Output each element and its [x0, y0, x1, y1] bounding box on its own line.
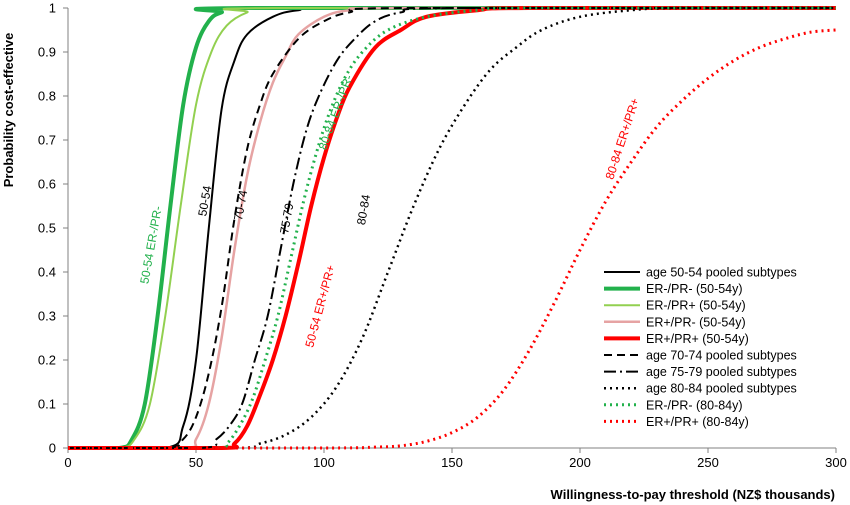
x-tick-label: 200: [569, 455, 591, 470]
annotation-label: 80-84 ER+/PR+: [603, 96, 642, 181]
y-tick-label: 0.5: [38, 221, 56, 236]
series-line-er-pr-50-54y: [68, 6, 836, 449]
annotation-label: 50-54 ER-/PR-: [137, 205, 164, 285]
y-tick-label: 0: [49, 441, 56, 456]
x-tick-label: 250: [697, 455, 719, 470]
x-tick-label: 0: [64, 455, 71, 470]
series-layer: [68, 5, 837, 451]
x-tick-label: 300: [825, 455, 847, 470]
x-axis-title: Willingness-to-pay threshold (NZ$ thousa…: [551, 487, 835, 502]
y-tick-label: 0.4: [38, 265, 56, 280]
legend-label: ER-/PR- (50-54y): [646, 282, 743, 296]
x-tick-label: 100: [313, 455, 335, 470]
legend: age 50-54 pooled subtypes ER-/PR- (50-54y…: [604, 266, 797, 429]
legend-label: age 75-79 pooled subtypes: [646, 365, 797, 379]
legend-label: ER-/PR+ (50-54y): [646, 299, 746, 313]
x-tick-label: 50: [189, 455, 203, 470]
legend-label: ER-/PR- (80-84y): [646, 398, 743, 412]
y-tick-label: 0.9: [38, 45, 56, 60]
series-line-age-70-74-pooled-subtypes: [68, 6, 836, 450]
annotation-label: 70-74: [231, 189, 250, 222]
annotation-layer: 50-54 ER-/PR- 50-54 70-74 75-79 80-84 ER-/PR…: [137, 73, 642, 349]
legend-label: age 80-84 pooled subtypes: [646, 382, 797, 396]
legend-label: age 70-74 pooled subtypes: [646, 349, 797, 363]
y-axis-title: Probability cost-effective: [1, 33, 16, 188]
y-tick-label: 1: [49, 1, 56, 16]
y-tick-label: 0.6: [38, 177, 56, 192]
y-tick-label: 0.8: [38, 89, 56, 104]
series-line-age-75-79-pooled-subtypes: [68, 6, 836, 450]
annotation-label: 50-54 ER+/PR+: [302, 263, 337, 348]
y-tick-label: 0.3: [38, 309, 56, 324]
y-tick-label: 0.1: [38, 397, 56, 412]
series-line-er-pr-50-54y: [68, 5, 836, 451]
axes: 0 0.1 0.2 0.3 0.4 0.5 0.6 0.7 0.8 0.9 1 0 50 100 150 20…: [38, 1, 847, 471]
annotation-label: 50-54: [195, 184, 214, 217]
legend-label: ER+/PR- (50-54y): [646, 315, 746, 329]
y-tick-label: 0.7: [38, 133, 56, 148]
legend-label: ER+/PR+ (50-54y): [646, 332, 749, 346]
legend-label: age 50-54 pooled subtypes: [646, 266, 797, 280]
y-tick-label: 0.2: [38, 353, 56, 368]
legend-label: ER+/PR+ (80-84y): [646, 415, 749, 429]
annotation-label: 75-79: [277, 202, 296, 235]
x-tick-label: 150: [441, 455, 463, 470]
annotation-label: 80-84: [354, 193, 373, 226]
annotation-label: 80-84 ER-/PR-: [316, 73, 356, 152]
